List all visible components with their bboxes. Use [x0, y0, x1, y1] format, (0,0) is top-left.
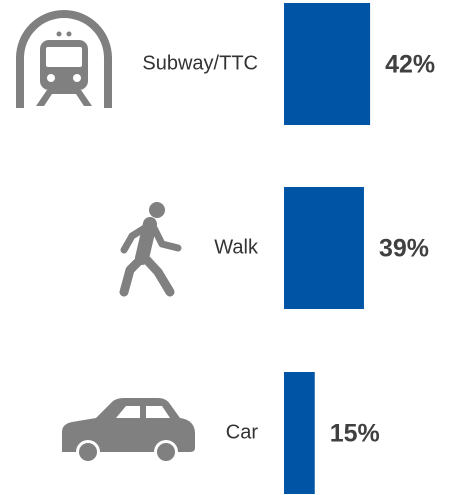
- value-label: 39%: [379, 235, 429, 263]
- category-label: Subway/TTC: [142, 52, 258, 74]
- value-label: 42%: [385, 51, 435, 79]
- category-label: Walk: [214, 236, 259, 258]
- value-label: 15%: [330, 420, 380, 448]
- bar: [284, 187, 364, 309]
- category-label: Car: [226, 421, 259, 443]
- car-icon: [62, 398, 195, 464]
- bar: [284, 3, 371, 125]
- walk-icon: [119, 202, 182, 297]
- bar: [284, 372, 315, 494]
- subway-icon: [16, 10, 112, 108]
